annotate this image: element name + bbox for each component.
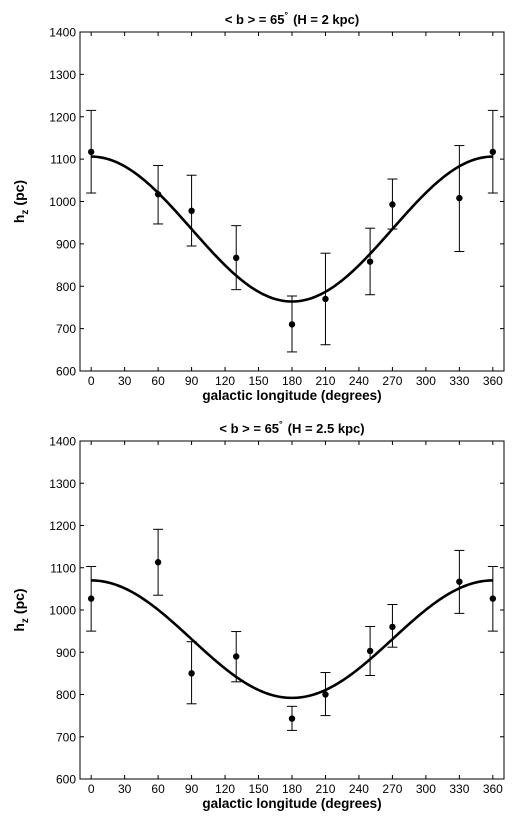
y-axis-label-main: h	[11, 215, 27, 224]
x-axis-label: galactic longitude (degrees)	[202, 796, 381, 811]
chart-title-degree: °	[279, 419, 283, 429]
data-point	[154, 191, 162, 198]
y-tick-label: 1000	[49, 195, 76, 209]
y-tick-label: 600	[56, 773, 76, 787]
chart-title-suffix: (H = 2.5 kpc)	[288, 421, 365, 436]
data-point	[188, 670, 195, 677]
y-axis-label-unit: (pc)	[11, 588, 27, 614]
x-tick-label: 0	[88, 374, 95, 388]
y-axis-label: hz (pc)	[11, 180, 31, 223]
data-point	[389, 623, 396, 631]
y-axis-label-subscript: z	[20, 210, 31, 215]
y-tick-label: 800	[56, 280, 76, 294]
chart-panel-1: < b > = 65° (H = 2 kpc) 0 30 60 90 120 150 180 21…	[11, 10, 505, 403]
x-tick-label: 120	[215, 374, 235, 388]
data-point	[87, 148, 95, 156]
x-tick-label: 240	[349, 374, 369, 388]
y-tick-label: 1200	[49, 110, 76, 124]
x-tick-label: 90	[185, 374, 199, 388]
y-tick-label: 1100	[50, 153, 76, 167]
x-tick-label: 30	[118, 782, 132, 796]
y-axis-label: hz (pc)	[11, 588, 31, 631]
x-tick-label: 270	[382, 782, 402, 796]
x-tick-label: 180	[282, 782, 302, 796]
y-tick-label: 1300	[49, 68, 76, 82]
y-tick-label: 1200	[49, 519, 76, 533]
x-tick-label: 150	[249, 782, 269, 796]
y-axis-label-subscript: z	[20, 618, 31, 623]
y-tick-label: 900	[56, 646, 76, 660]
data-point	[154, 559, 162, 566]
x-tick-label: 90	[185, 782, 199, 796]
chart-panel-2: < b > = 65° (H = 2.5 kpc) 0 30 60 90 120 150 180…	[11, 419, 505, 811]
data-point	[456, 194, 463, 202]
x-tick-label: 60	[151, 374, 165, 388]
x-tick-label: 240	[349, 782, 369, 796]
y-tick-label: 1400	[49, 26, 76, 40]
fit-curve	[91, 579, 493, 700]
y-axis-label-main: h	[11, 623, 27, 632]
y-tick-label: 900	[56, 237, 76, 251]
data-point	[366, 258, 374, 265]
x-tick-label: 270	[382, 374, 402, 388]
x-tick-label: 330	[449, 374, 469, 388]
y-axis-label-unit: (pc)	[11, 180, 27, 206]
data-point	[456, 578, 463, 585]
x-tick-label: 360	[483, 374, 503, 388]
data-point	[233, 254, 240, 262]
y-tick-label: 700	[56, 730, 76, 744]
data-point	[233, 653, 240, 660]
data-point	[322, 691, 329, 698]
x-tick-label: 150	[249, 374, 269, 388]
x-tick-label: 0	[88, 782, 95, 796]
data-point	[288, 321, 296, 328]
x-tick-label: 180	[282, 374, 302, 388]
data-point	[489, 595, 497, 602]
x-tick-label: 300	[416, 374, 436, 388]
y-tick-label: 1300	[49, 477, 76, 491]
chart-title: < b > = 65° (H = 2.5 kpc)	[219, 419, 364, 436]
data-point	[389, 201, 396, 208]
y-tick-label: 800	[56, 688, 76, 702]
data-point	[188, 207, 195, 215]
chart-title-degree: °	[284, 10, 288, 20]
data-point	[288, 715, 296, 722]
x-tick-label: 120	[215, 782, 235, 796]
fit-curve	[91, 155, 493, 303]
x-tick-label: 330	[449, 782, 469, 796]
x-tick-label: 210	[315, 374, 335, 388]
x-tick-label: 210	[315, 782, 335, 796]
y-tick-label: 700	[56, 322, 76, 336]
chart-title-suffix: (H = 2 kpc)	[293, 12, 359, 27]
data-point	[489, 148, 497, 156]
x-axis-label: galactic longitude (degrees)	[202, 388, 381, 403]
x-tick-label: 60	[151, 782, 165, 796]
x-tick-label: 360	[483, 782, 503, 796]
chart-title: < b > = 65° (H = 2 kpc)	[225, 10, 359, 27]
x-tick-label: 300	[416, 782, 436, 796]
chart-title-main: < b > = 65	[225, 12, 285, 27]
y-tick-label: 1400	[49, 435, 76, 449]
x-tick-label: 30	[118, 374, 132, 388]
data-point	[87, 595, 95, 602]
y-tick-label: 1100	[50, 561, 76, 575]
chart-title-main: < b > = 65	[219, 421, 279, 436]
data-point	[366, 647, 374, 655]
y-tick-label: 1000	[49, 604, 76, 618]
y-tick-label: 600	[56, 365, 76, 379]
data-point	[322, 295, 329, 303]
